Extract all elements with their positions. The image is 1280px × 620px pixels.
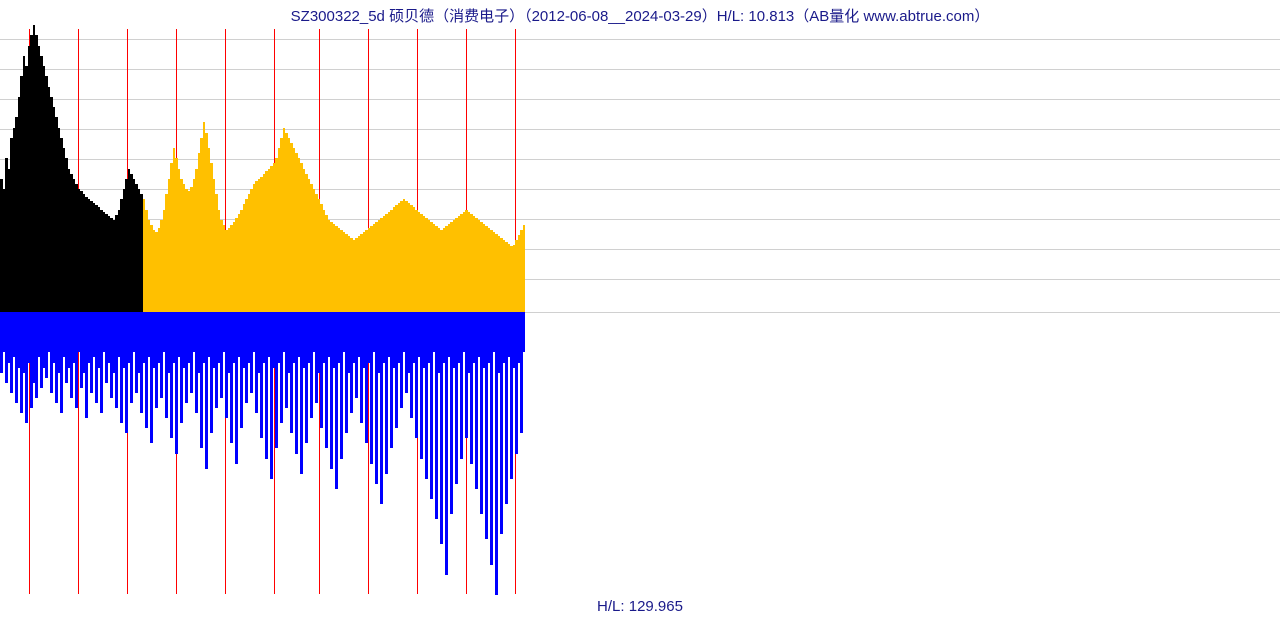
upper-bar xyxy=(523,225,526,312)
upper-series xyxy=(0,25,525,312)
chart-title: SZ300322_5d 硕贝德（消费电子）（2012-06-08__2024-0… xyxy=(0,5,1280,26)
lower-series xyxy=(0,312,525,595)
lower-bar xyxy=(523,312,526,352)
chart-area xyxy=(0,25,1280,595)
bottom-label: H/L: 129.965 xyxy=(0,598,1280,615)
